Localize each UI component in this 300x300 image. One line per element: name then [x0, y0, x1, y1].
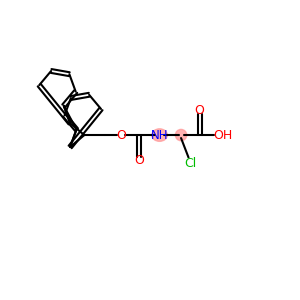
Text: Cl: Cl — [184, 157, 196, 170]
Text: O: O — [195, 104, 205, 117]
Text: NH: NH — [151, 129, 168, 142]
Text: O: O — [134, 154, 144, 167]
Text: O: O — [116, 129, 126, 142]
Ellipse shape — [176, 129, 187, 141]
Text: OH: OH — [213, 129, 232, 142]
Ellipse shape — [152, 129, 167, 141]
